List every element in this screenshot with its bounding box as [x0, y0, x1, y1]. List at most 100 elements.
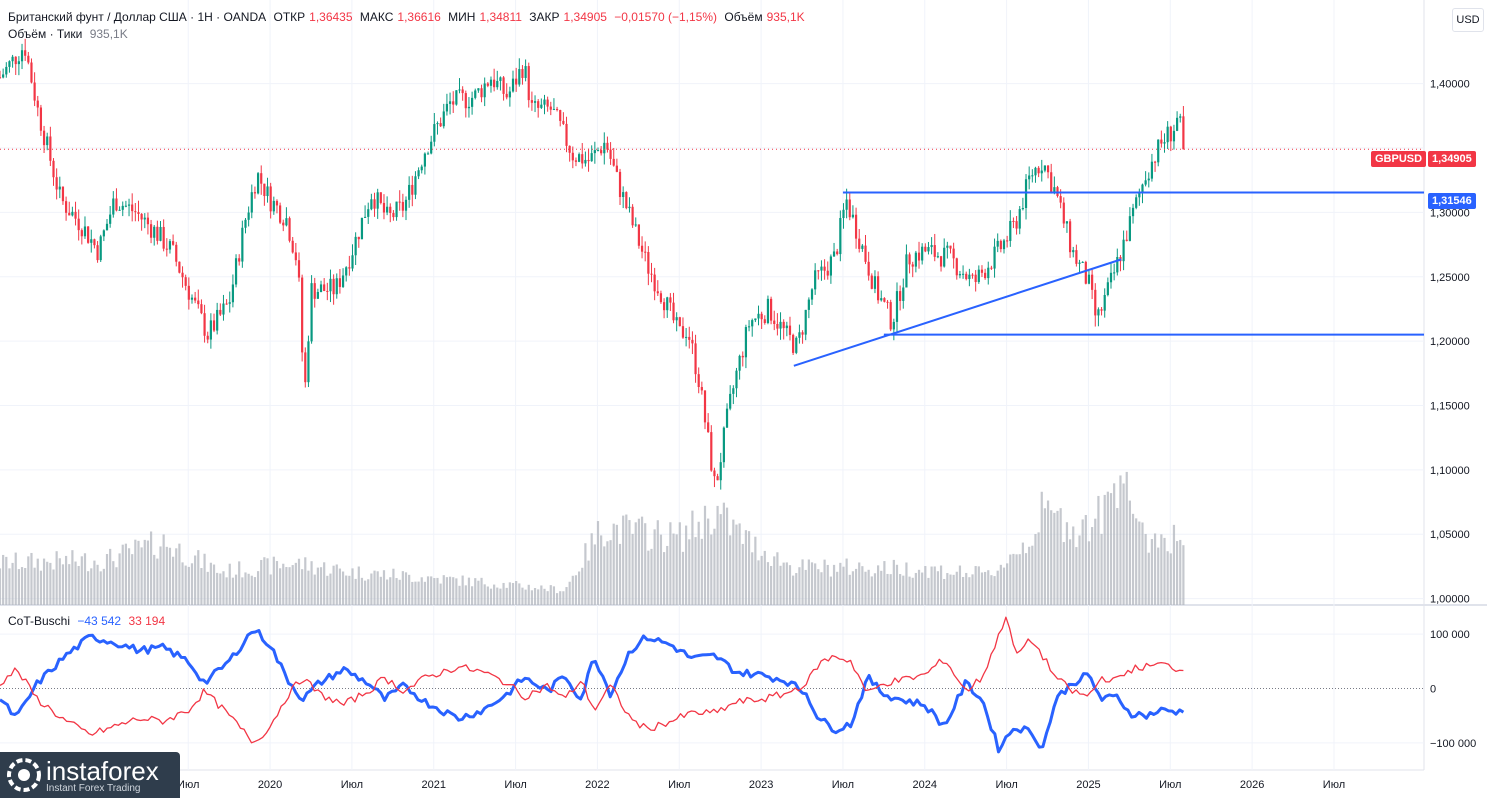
- volume-legend[interactable]: Объём · Тики 935,1K: [8, 27, 132, 41]
- volume-bar: [90, 568, 93, 605]
- candle-body: [628, 206, 631, 209]
- volume-bar: [1002, 567, 1006, 605]
- candle-body: [20, 50, 24, 62]
- instaforex-logo-icon: [7, 758, 41, 792]
- candle-body: [474, 90, 477, 98]
- volume-bar: [146, 540, 150, 605]
- candle-body: [851, 214, 855, 218]
- indicator-legend[interactable]: CoT-Buschi −43 542 33 194: [8, 614, 169, 628]
- candle-body: [574, 160, 578, 162]
- volume-bar: [379, 576, 382, 605]
- candle-body: [269, 186, 272, 212]
- candle-body: [348, 267, 351, 269]
- candle-body: [231, 284, 235, 303]
- time-tick-label: 2023: [749, 779, 773, 791]
- candle-body: [540, 104, 543, 108]
- indicator-name[interactable]: CoT-Buschi: [8, 614, 71, 628]
- volume-bar: [87, 571, 90, 605]
- candle-body: [769, 298, 773, 321]
- candle-body: [1040, 170, 1043, 174]
- volume-bar: [291, 565, 294, 605]
- grid-layer: [0, 0, 1424, 770]
- volume-bar: [411, 581, 414, 605]
- volume-bar: [867, 569, 870, 605]
- volume-bar: [52, 569, 55, 605]
- volume-bar: [659, 534, 663, 605]
- candle-body: [1075, 250, 1078, 264]
- candle-body: [77, 218, 80, 231]
- volume-bar: [760, 555, 763, 605]
- candle-body: [486, 83, 489, 86]
- volume-bar: [961, 576, 965, 605]
- symbol-title[interactable]: Британский фунт / Доллар США · 1Н · OAND…: [8, 10, 267, 24]
- candle-body: [17, 61, 20, 65]
- candle-body: [279, 205, 282, 223]
- time-tick-label: 2025: [1076, 779, 1100, 791]
- volume-bar: [1072, 526, 1075, 605]
- time-tick-label: 2022: [585, 779, 609, 791]
- volume-bar: [194, 555, 197, 605]
- volume-bar: [584, 543, 587, 605]
- volume-bar: [921, 572, 924, 605]
- candle-body: [272, 200, 275, 212]
- volume-bar: [527, 584, 530, 605]
- candle-body: [187, 285, 190, 300]
- volume-bar: [880, 570, 883, 605]
- candle-body: [1157, 139, 1160, 163]
- volume-bar: [1119, 475, 1122, 605]
- symbol-legend[interactable]: Британский фунт / Доллар США · 1Н · OAND…: [8, 10, 809, 24]
- candle-body: [1053, 187, 1056, 193]
- candle-body: [798, 332, 801, 338]
- volume-bar: [445, 577, 449, 605]
- candle-body: [0, 77, 2, 79]
- volume-bar: [1144, 533, 1147, 605]
- volume-bar: [609, 540, 612, 605]
- candle-body: [637, 224, 641, 246]
- volume-bar: [977, 566, 980, 605]
- volume-bar: [502, 582, 505, 605]
- candle-body: [448, 101, 452, 104]
- candle-body: [697, 374, 700, 388]
- candle-body: [640, 245, 644, 252]
- volume-bar: [946, 573, 949, 605]
- volume-bar: [370, 573, 373, 605]
- candle-body: [1125, 239, 1128, 241]
- volume-bar: [1128, 500, 1131, 605]
- volume-bar: [288, 567, 291, 605]
- candle-body: [1160, 139, 1163, 144]
- candle-body: [836, 251, 839, 255]
- volume-bar: [376, 571, 379, 605]
- volume-bar: [256, 571, 260, 605]
- candle-body: [886, 301, 889, 303]
- trendline: [793, 258, 1122, 367]
- logo-tagline: Instant Forex Trading: [46, 783, 141, 794]
- candle-body: [741, 355, 744, 358]
- candle-body: [1065, 221, 1069, 224]
- volume-bar: [486, 586, 489, 605]
- volume-bar: [483, 584, 486, 605]
- candle-body: [165, 248, 168, 250]
- currency-button[interactable]: USD: [1452, 8, 1484, 32]
- instaforex-logo[interactable]: instaforex Instant Forex Trading: [0, 752, 180, 798]
- candle-body: [747, 326, 751, 328]
- volume-bar: [788, 565, 792, 605]
- volume-bar: [546, 591, 549, 605]
- volume-bar: [1078, 535, 1081, 605]
- volume-bar: [625, 514, 628, 605]
- candle-body: [877, 276, 880, 301]
- candle-body: [927, 247, 930, 252]
- volume-bar: [691, 510, 694, 605]
- volume-bar: [348, 575, 351, 605]
- candle-body: [99, 236, 102, 261]
- candle-body: [80, 230, 83, 237]
- price-tick-label: 1,00000: [1430, 594, 1470, 606]
- volume-bar: [24, 568, 27, 605]
- candle-body: [766, 298, 770, 324]
- candle-body: [115, 198, 118, 211]
- candle-body: [647, 251, 650, 274]
- candle-body: [153, 226, 156, 238]
- candle-body: [757, 313, 760, 319]
- volume-bar: [137, 540, 140, 605]
- candle-body: [508, 91, 511, 98]
